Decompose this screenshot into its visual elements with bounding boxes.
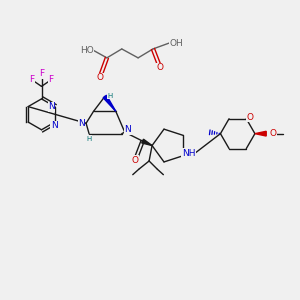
Text: H: H xyxy=(86,136,92,142)
Text: O: O xyxy=(132,156,139,165)
Text: OH: OH xyxy=(169,38,183,47)
Text: N: N xyxy=(124,125,131,134)
Text: O: O xyxy=(97,73,104,82)
Polygon shape xyxy=(255,131,266,136)
Text: F: F xyxy=(39,69,44,78)
Text: NH: NH xyxy=(182,149,195,158)
Text: N: N xyxy=(48,102,55,111)
Text: HO: HO xyxy=(80,46,94,55)
Polygon shape xyxy=(103,95,116,111)
Text: F: F xyxy=(49,75,54,84)
Text: F: F xyxy=(29,75,34,84)
Text: N: N xyxy=(51,121,58,130)
Polygon shape xyxy=(142,139,152,146)
Text: O: O xyxy=(269,129,276,138)
Text: H: H xyxy=(107,93,112,99)
Text: N: N xyxy=(78,119,85,128)
Text: O: O xyxy=(156,64,163,73)
Text: O: O xyxy=(246,113,254,122)
